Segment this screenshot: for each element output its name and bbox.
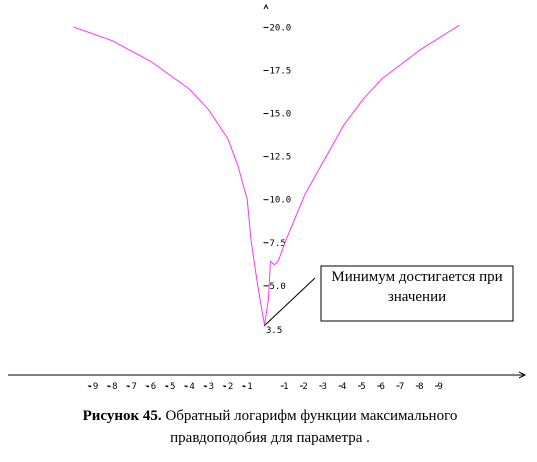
y-tick-label: 7.5 [270,239,286,249]
x-tick-label: -7 [126,382,137,392]
x-tick-label: -6 [145,382,156,392]
x-tick-label: -2 [222,382,233,392]
y-tick-label: 5.0 [270,282,286,292]
x-tick-label: 8 [418,382,423,392]
x-tick-label: 9 [437,382,442,392]
caption: Рисунок 45. Обратный логарифм функции ма… [83,408,458,424]
x-tick-label: -3 [203,382,214,392]
x-tick-label: 6 [380,382,385,392]
annotation-text: значении [388,289,446,305]
x-tick-label: 7 [399,382,404,392]
x-arrow [518,371,527,379]
x-tick-label: -1 [242,382,253,392]
x-tick-label: 2 [302,382,307,392]
y-tick-label: 17.5 [270,66,292,76]
x-tick-label: 3 [322,382,327,392]
y-tick-label: 15.0 [270,110,292,120]
x-tick-label: -8 [107,382,118,392]
caption-text: Обратный логарифм функции максимального [165,408,457,424]
x-tick-label: -4 [184,382,195,392]
y-arrow [263,3,269,10]
x-tick-label: 1 [283,382,288,392]
y-tick-label: 10.0 [270,196,292,206]
min-label: 3.5 [266,326,282,336]
y-tick-label: 12.5 [270,153,292,163]
x-tick-label: 4 [341,382,346,392]
curve [73,24,460,326]
annotation-box [320,265,514,322]
x-tick-label: 5 [360,382,365,392]
leader-line [263,277,316,327]
caption: правдоподобия для параметра . [170,430,370,446]
caption-label: Рисунок 45. [83,408,162,424]
y-tick-label: 20.0 [270,23,292,33]
x-tick-label: -9 [87,382,98,392]
x-tick-label: -5 [165,382,176,392]
annotation-text: Минимум достигается при [331,269,502,285]
